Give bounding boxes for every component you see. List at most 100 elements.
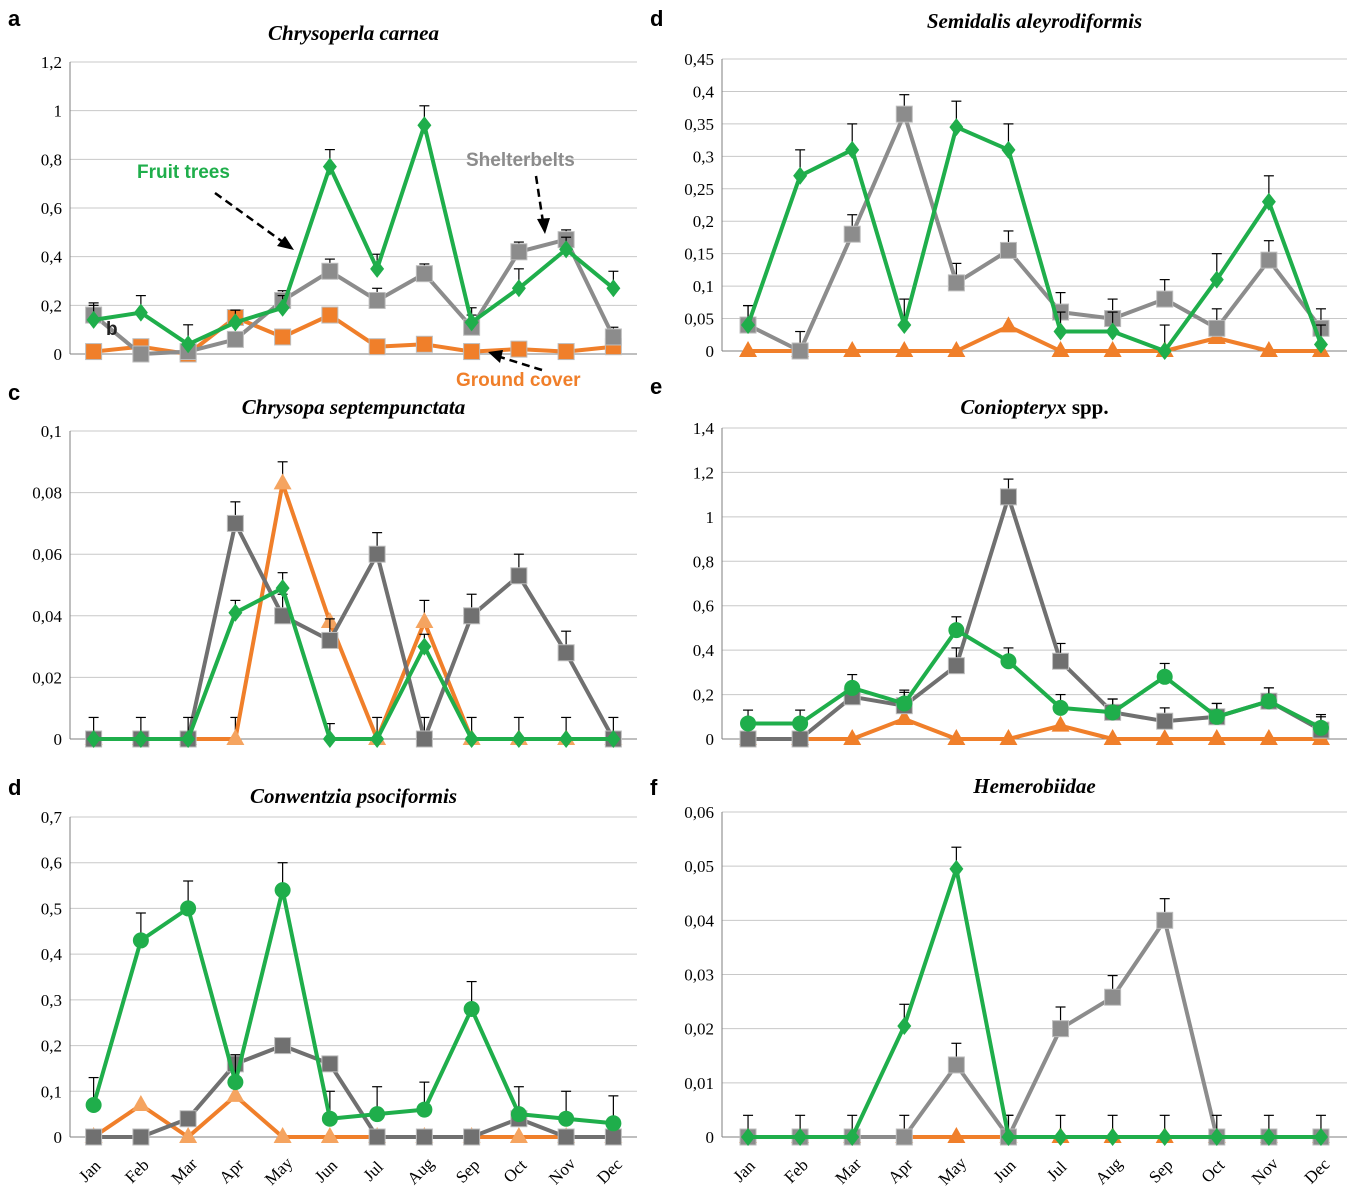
- series-shelterbelts: [739, 94, 1330, 360]
- y-tick-label: 0,4: [41, 945, 63, 964]
- ground-cover-arrowhead: [488, 350, 503, 363]
- data-point: [86, 730, 101, 748]
- data-point: [557, 343, 575, 361]
- data-point: [1051, 341, 1070, 357]
- ground-cover-arrow: [499, 355, 543, 372]
- data-point: [322, 730, 337, 748]
- data-point: [558, 1110, 575, 1127]
- data-point: [947, 657, 965, 675]
- series-fruit_trees: [741, 846, 1328, 1146]
- y-tick-label: 1,4: [693, 419, 715, 438]
- data-point: [463, 607, 481, 625]
- data-point: [274, 882, 291, 899]
- data-point: [1312, 719, 1329, 736]
- data-point: [368, 1128, 386, 1146]
- data-point: [416, 1101, 433, 1118]
- x-tick-label: Oct: [1198, 1156, 1229, 1187]
- data-point: [949, 859, 964, 878]
- data-point: [999, 488, 1017, 506]
- data-point: [999, 241, 1017, 259]
- y-tick-label: 1: [706, 508, 715, 527]
- data-point: [947, 341, 966, 357]
- data-point: [133, 303, 148, 322]
- data-point: [895, 709, 914, 726]
- series-fruit_trees: [85, 862, 622, 1132]
- x-tick-label: Dec: [593, 1154, 626, 1187]
- data-point: [739, 341, 758, 357]
- data-point: [510, 567, 528, 585]
- y-tick-label: 1,2: [693, 463, 714, 482]
- series-line: [93, 521, 616, 741]
- y-tick-label: 0,06: [32, 545, 62, 564]
- panel-title: Coniopteryx spp.: [960, 395, 1108, 419]
- data-point: [1209, 270, 1224, 289]
- y-tick-label: 0,06: [684, 803, 714, 822]
- data-point: [895, 105, 913, 123]
- data-point: [557, 1128, 575, 1146]
- y-tick-label: 0,4: [693, 82, 715, 101]
- panel-letter: c: [8, 380, 20, 405]
- annotation-ground-cover: Ground cover: [456, 370, 581, 391]
- data-point: [606, 279, 621, 298]
- data-point: [1156, 911, 1174, 929]
- y-tick-label: 0,7: [41, 808, 63, 827]
- x-tick-label: Nov: [545, 1154, 579, 1188]
- data-point: [1053, 1128, 1068, 1146]
- data-point: [1156, 712, 1174, 730]
- data-point: [1208, 708, 1225, 725]
- data-point: [463, 1001, 480, 1017]
- series-line: [748, 628, 1322, 730]
- series-line: [746, 125, 1323, 353]
- series-line: [93, 481, 614, 741]
- y-tick-label: 0,05: [684, 857, 714, 876]
- data-point: [370, 259, 385, 278]
- y-tick-label: 0: [706, 1128, 715, 1147]
- fruit-trees-arrow: [214, 191, 288, 247]
- data-point: [1259, 341, 1278, 357]
- data-point: [557, 644, 575, 662]
- data-point: [897, 1016, 912, 1035]
- panel-letter: e: [650, 374, 662, 399]
- data-point: [1208, 319, 1226, 337]
- x-tick-label: Mar: [168, 1154, 202, 1188]
- fruit-trees-arrowhead: [277, 236, 294, 250]
- y-tick-label: 0,01: [684, 1074, 714, 1093]
- panel-d_right: 0 0,05 0,1 0,15 0,2 0,25 0,3 0,35 0,4 0,45 d Semida…: [650, 6, 1347, 361]
- y-tick-label: 0,6: [41, 199, 62, 218]
- x-tick-label: Jul: [1043, 1157, 1071, 1185]
- data-point: [509, 1127, 528, 1143]
- panel-letter: d: [8, 775, 21, 800]
- panel-letter: a: [8, 6, 21, 31]
- data-point: [740, 715, 757, 732]
- data-point: [132, 345, 150, 363]
- data-point: [1052, 652, 1070, 670]
- y-tick-label: 0,02: [32, 668, 62, 687]
- data-point: [1104, 704, 1121, 721]
- data-point: [1052, 1020, 1070, 1038]
- data-point: [227, 1074, 244, 1091]
- data-point: [1261, 1128, 1276, 1146]
- data-point: [274, 328, 292, 346]
- data-point: [559, 240, 574, 259]
- data-point: [739, 730, 757, 748]
- panel-a: 0 0,2 0,4 0,6 0,8 1 1,2 a Chrysoperla carnea: [8, 6, 637, 364]
- panel-title: Hemerobiidae: [972, 774, 1095, 798]
- x-tick-label: Sep: [452, 1155, 483, 1186]
- data-point: [511, 279, 526, 298]
- y-tick-label: 0,6: [41, 854, 62, 873]
- x-tick-label: Jan: [75, 1156, 105, 1186]
- data-point: [228, 313, 243, 332]
- data-point: [510, 243, 528, 261]
- data-point: [947, 1056, 965, 1074]
- panel-d_left: 0 0,1 0,2 0,3 0,4 0,5 0,6 0,7 d Conwentzia psocif…: [8, 775, 637, 1189]
- data-point: [1313, 1128, 1328, 1146]
- y-tick-label: 0,8: [693, 552, 714, 571]
- series-line: [93, 586, 614, 741]
- data-point: [511, 730, 526, 748]
- data-point: [1051, 715, 1070, 732]
- y-tick-label: 0,2: [693, 686, 714, 705]
- data-point: [791, 730, 809, 748]
- x-tick-label: Feb: [781, 1155, 812, 1186]
- y-tick-label: 1,2: [41, 53, 62, 72]
